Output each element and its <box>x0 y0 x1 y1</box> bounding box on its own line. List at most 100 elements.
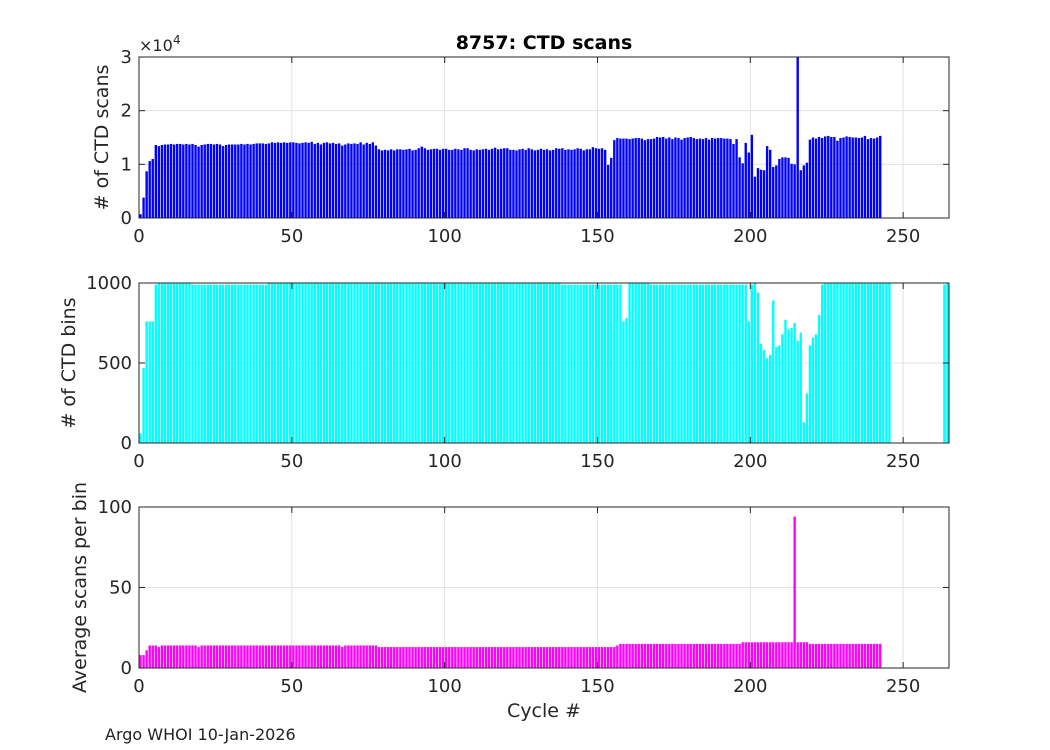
bar <box>405 647 408 668</box>
bar <box>234 144 237 218</box>
bar <box>224 145 228 218</box>
bar <box>267 143 271 218</box>
bar <box>444 647 448 668</box>
bar <box>637 643 640 668</box>
bar <box>796 57 799 218</box>
bar <box>820 284 824 443</box>
bar <box>240 645 243 668</box>
bar <box>836 283 839 443</box>
bar <box>267 283 271 443</box>
bar <box>649 643 653 668</box>
bar <box>863 135 867 218</box>
bar <box>628 139 631 218</box>
bar <box>145 171 148 218</box>
bar <box>787 157 790 218</box>
bar <box>435 148 439 218</box>
bar <box>487 149 491 218</box>
bar <box>692 138 695 218</box>
bar <box>411 283 414 443</box>
bar <box>328 143 332 218</box>
bar <box>374 645 378 668</box>
bar <box>331 142 335 218</box>
bar <box>185 645 188 668</box>
bar <box>662 136 665 218</box>
bar <box>396 283 399 443</box>
bar <box>542 283 546 443</box>
bar <box>567 647 570 668</box>
bar <box>490 647 494 668</box>
bar <box>646 283 650 443</box>
bar <box>493 147 497 218</box>
bar <box>289 645 292 668</box>
x-tick-label: 100 <box>427 676 461 697</box>
bar <box>640 283 644 443</box>
bar <box>292 142 295 218</box>
bar <box>860 137 864 218</box>
bar <box>154 145 158 218</box>
bar <box>701 284 705 443</box>
bar <box>655 643 659 668</box>
bar <box>582 647 585 668</box>
bar <box>619 284 622 443</box>
bar <box>374 283 378 443</box>
bar <box>735 643 738 668</box>
bar <box>689 136 692 218</box>
bar <box>304 645 307 668</box>
bar <box>319 144 323 218</box>
bar <box>750 284 754 443</box>
y-tick-label: 1 <box>121 154 132 175</box>
bar <box>215 143 219 218</box>
bar <box>310 141 313 218</box>
x-tick-label: 50 <box>280 226 303 247</box>
bar <box>625 138 628 218</box>
bar <box>432 283 436 443</box>
bar <box>781 642 784 668</box>
bar <box>551 647 555 668</box>
bar <box>588 284 592 443</box>
bar <box>738 643 741 668</box>
bar <box>331 645 335 668</box>
bar <box>301 645 304 668</box>
bar <box>237 144 240 218</box>
bar <box>264 143 268 218</box>
bar <box>872 283 876 443</box>
bar <box>509 283 512 443</box>
bar <box>441 148 445 218</box>
bar <box>148 645 151 668</box>
bar <box>558 148 561 218</box>
bar <box>209 284 213 443</box>
bar <box>420 146 423 218</box>
bar <box>341 145 344 218</box>
bar <box>857 138 861 218</box>
bar <box>466 647 469 668</box>
bar <box>380 647 384 668</box>
panel-ctd-scans: 0 50 100 150 200 250 0 1 2 3 # of CTD scans 8757: C… <box>91 32 950 247</box>
bar <box>842 137 845 218</box>
bar <box>503 647 506 668</box>
bar <box>701 139 705 218</box>
bar <box>866 643 870 668</box>
bar <box>539 647 543 668</box>
bar <box>824 643 827 668</box>
bar <box>310 283 313 443</box>
bar <box>191 143 194 218</box>
bar <box>203 645 206 668</box>
bar <box>261 284 264 443</box>
bar <box>643 140 647 218</box>
bar <box>701 643 705 668</box>
bar <box>249 645 252 668</box>
bar <box>851 283 854 443</box>
bar <box>273 142 277 218</box>
bar <box>567 284 570 443</box>
bar <box>243 645 246 668</box>
bar <box>276 645 280 668</box>
bar <box>512 283 515 443</box>
bar <box>466 283 469 443</box>
bar <box>362 144 365 218</box>
x-tick-label: 150 <box>580 451 614 472</box>
bar <box>591 147 595 218</box>
bar <box>616 284 619 443</box>
bar <box>420 283 423 443</box>
bar <box>799 170 802 218</box>
bar <box>594 148 598 218</box>
